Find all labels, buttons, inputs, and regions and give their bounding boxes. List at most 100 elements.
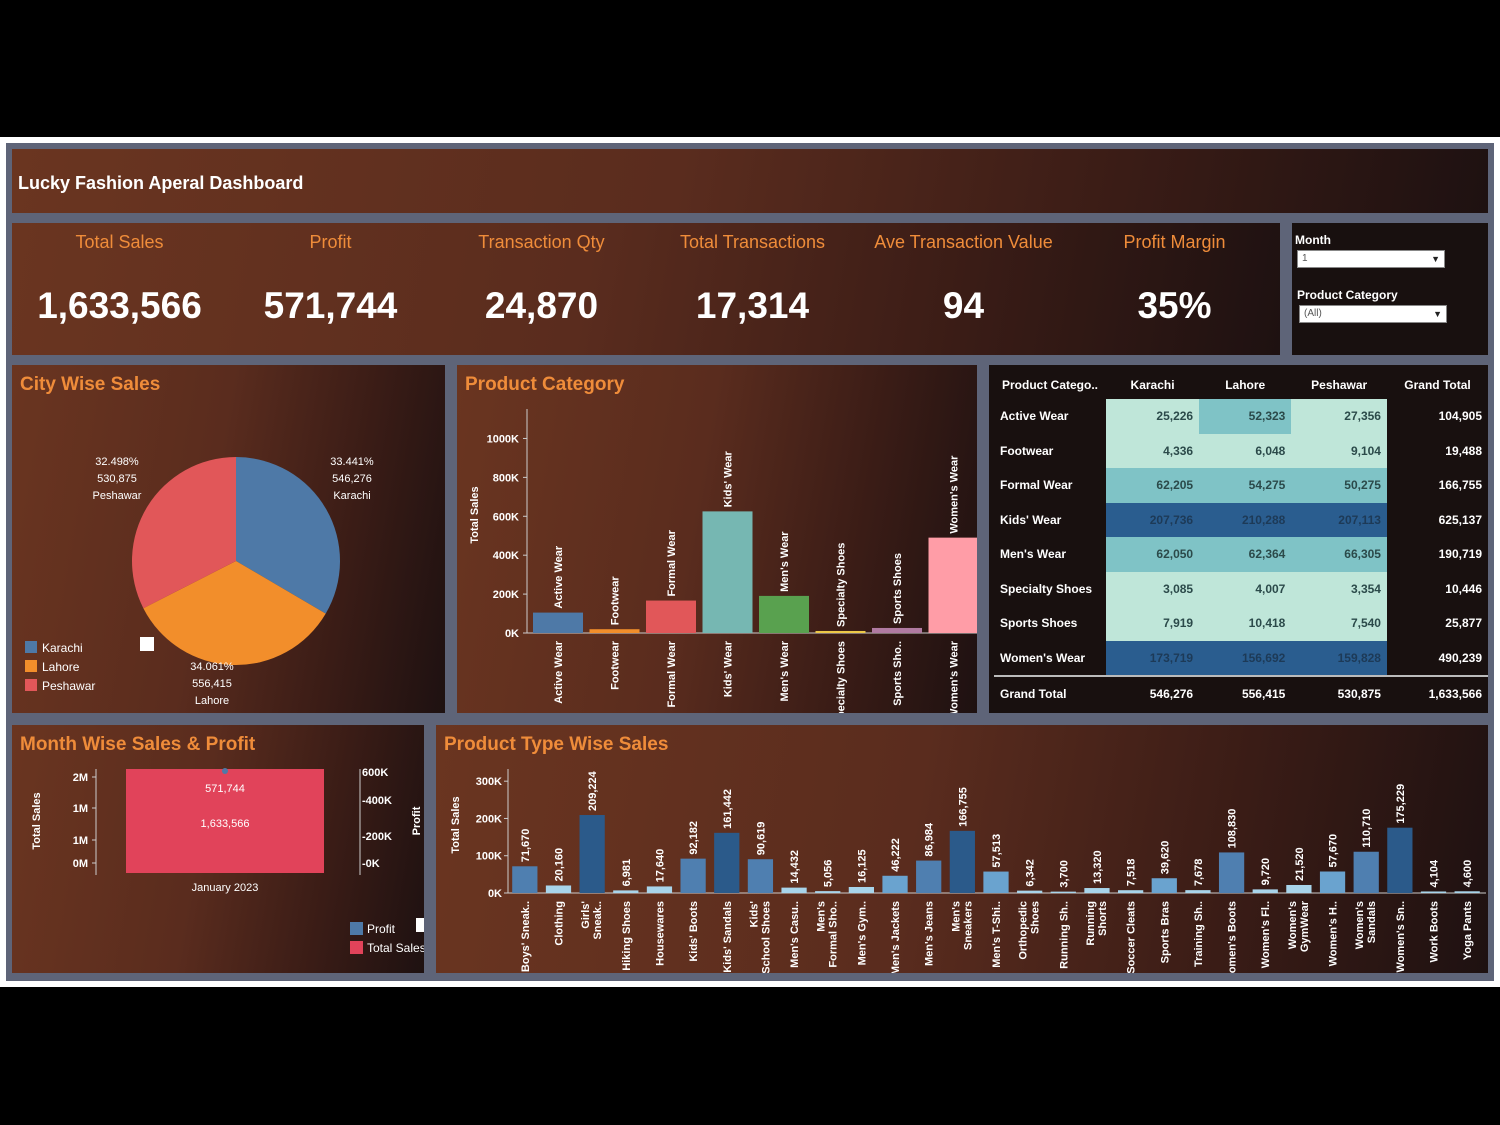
kpi-profit: Profit 571,744: [225, 223, 436, 327]
bar-value-label: 16,125: [856, 849, 868, 883]
filter-panel: Month 1 ▼ Product Category (All) ▼: [1292, 223, 1488, 355]
x-tick-label: Training Sh..: [1193, 901, 1205, 967]
bar-product-type: [983, 871, 1009, 893]
pie-city-label: Karachi: [333, 490, 370, 502]
dashboard-title: Lucky Fashion Aperal Dashboard: [18, 173, 304, 193]
bar-product-type: [781, 887, 807, 893]
bar-product-type: [512, 866, 538, 893]
month-sales-title: Month Wise Sales & Profit: [20, 734, 256, 755]
row-header: Active Wear: [1000, 409, 1069, 424]
bar-product-type: [613, 890, 639, 893]
y2-tick-label: 600K: [362, 767, 388, 779]
kpi-label: Profit Margin: [1123, 232, 1226, 252]
x-tick-label: Sneakers: [962, 901, 974, 950]
bar-value-label: 13,320: [1092, 850, 1104, 884]
row-header: Women's Wear: [1000, 650, 1086, 665]
table-cell: 25,226: [1106, 399, 1200, 434]
x-tick-label: Sandals: [1366, 901, 1378, 943]
month-filter-label: Month: [1295, 233, 1331, 247]
x-tick-label: Work Boots: [1429, 901, 1441, 963]
bar-label: Specialty Shoes: [836, 543, 848, 627]
bar-value-label: 20,160: [553, 848, 565, 882]
bar-label: Active Wear: [553, 545, 565, 608]
bar-product-type: [579, 815, 605, 893]
bar-value-label: 90,619: [755, 822, 767, 856]
x-tick-label: Kids' Boots: [688, 901, 700, 962]
pie-city-label: Lahore: [195, 695, 229, 707]
row-header: Specialty Shoes: [1000, 581, 1093, 596]
table-cell: 62,205: [1106, 468, 1200, 503]
x-tick-label: GymWear: [1299, 900, 1311, 952]
bar-product-type: [1454, 891, 1480, 893]
x-tick-label: Kids' Wear: [723, 640, 735, 697]
x-tick-label: Clothing: [553, 901, 565, 946]
bar-product-type: [1050, 891, 1076, 893]
table-cell: 530,875: [1291, 675, 1387, 712]
bar-value-label: 4,104: [1429, 859, 1441, 887]
category-select[interactable]: (All) ▼: [1299, 305, 1447, 323]
bar-label: Women's Wear: [949, 455, 961, 534]
table-cell: 207,113: [1291, 502, 1387, 537]
x-tick-label: Soccer Cleats: [1126, 901, 1138, 973]
bar-product-type: [1353, 851, 1379, 893]
x-tick-label: Sneak..: [592, 901, 604, 940]
bar-product-type: [848, 886, 874, 893]
table-cell: 62,050: [1106, 537, 1200, 572]
x-tick-label: Women's Boots: [1227, 901, 1239, 973]
pie-percent-label: 34.061%: [190, 661, 234, 673]
x-tick-label: Men's Jeans: [924, 901, 936, 966]
legend-swatch: [25, 660, 37, 672]
chevron-down-icon[interactable]: ▼: [1431, 254, 1440, 264]
x-tick-label: Men's: [816, 901, 828, 932]
profit-marker: [222, 768, 228, 774]
x-tick-label: Yoga Pants: [1462, 901, 1474, 960]
row-header: Grand Total: [994, 675, 1107, 712]
y-tick-label: 200K: [493, 589, 519, 601]
bar-value-label: 110,710: [1361, 809, 1373, 848]
month-select[interactable]: 1 ▼: [1297, 250, 1445, 268]
table-row: Formal Wear 62,205 54,275 50,275 166,755: [994, 468, 1488, 503]
column-header: Karachi: [1130, 378, 1175, 392]
product-type-chart: 0K 100K 200K 300K Total Sales 71,670 Boys' Sne…: [450, 769, 1486, 973]
pie-value-label: 546,276: [332, 473, 372, 485]
column-header: Product Catego..: [1002, 378, 1099, 392]
table-cell: 3,354: [1291, 571, 1387, 606]
kpi-label: Ave Transaction Value: [874, 232, 1053, 252]
row-total-cell: 190,719: [1438, 547, 1482, 562]
bar-value-label: 3,700: [1058, 860, 1070, 888]
y-tick-label: 1000K: [487, 433, 519, 445]
table-cell: 4,336: [1106, 433, 1200, 468]
x-tick-label: Men's Jackets: [890, 901, 902, 973]
x-tick-label: Active Wear: [553, 640, 565, 703]
bar-product-type: [1185, 890, 1211, 893]
y-axis-title: Total Sales: [31, 792, 43, 849]
bar-product-type: [1319, 871, 1346, 893]
bar-product-type: [1017, 890, 1043, 893]
legend-label: Profit: [367, 922, 396, 936]
x-tick-label: Men's: [950, 901, 962, 932]
legend-label: Karachi: [42, 641, 83, 655]
y-tick-label: 300K: [476, 776, 502, 788]
bar-kids-wear: [702, 511, 753, 633]
kpi-total-sales: Total Sales 1,633,566: [14, 223, 225, 327]
bar-active-wear: [533, 612, 583, 633]
bar-label: Footwear: [610, 576, 622, 626]
bar-value-label: 4,600: [1462, 860, 1474, 888]
table-row: Sports Shoes 7,919 10,418 7,540 25,877: [994, 606, 1488, 641]
city-sales-panel: City Wise Sales 33.441% 546,276 Karachi 34.…: [12, 365, 445, 713]
x-tick-label: Hiking Shoes: [621, 901, 633, 971]
month-sales-panel: Month Wise Sales & Profit 2M 1M 1M 0M 600K -4…: [12, 725, 424, 973]
y-tick-label: 0K: [488, 888, 502, 900]
y-axis-title: Total Sales: [450, 796, 462, 853]
kpi-value: 24,870: [484, 285, 599, 326]
table-cell: 7,540: [1291, 606, 1387, 641]
x-tick-label: Running: [1085, 901, 1097, 946]
legend-toggle: [140, 637, 154, 651]
x-tick-label: Sports Sho..: [892, 641, 904, 706]
total-sales-bar: [126, 769, 324, 873]
y-tick-label: 1M: [73, 835, 88, 847]
kpi-value: 571,744: [263, 285, 398, 326]
chevron-down-icon[interactable]: ▼: [1433, 309, 1442, 319]
bar-label: Men's Wear: [779, 531, 791, 592]
x-tick-label: Men's Wear: [779, 640, 791, 701]
